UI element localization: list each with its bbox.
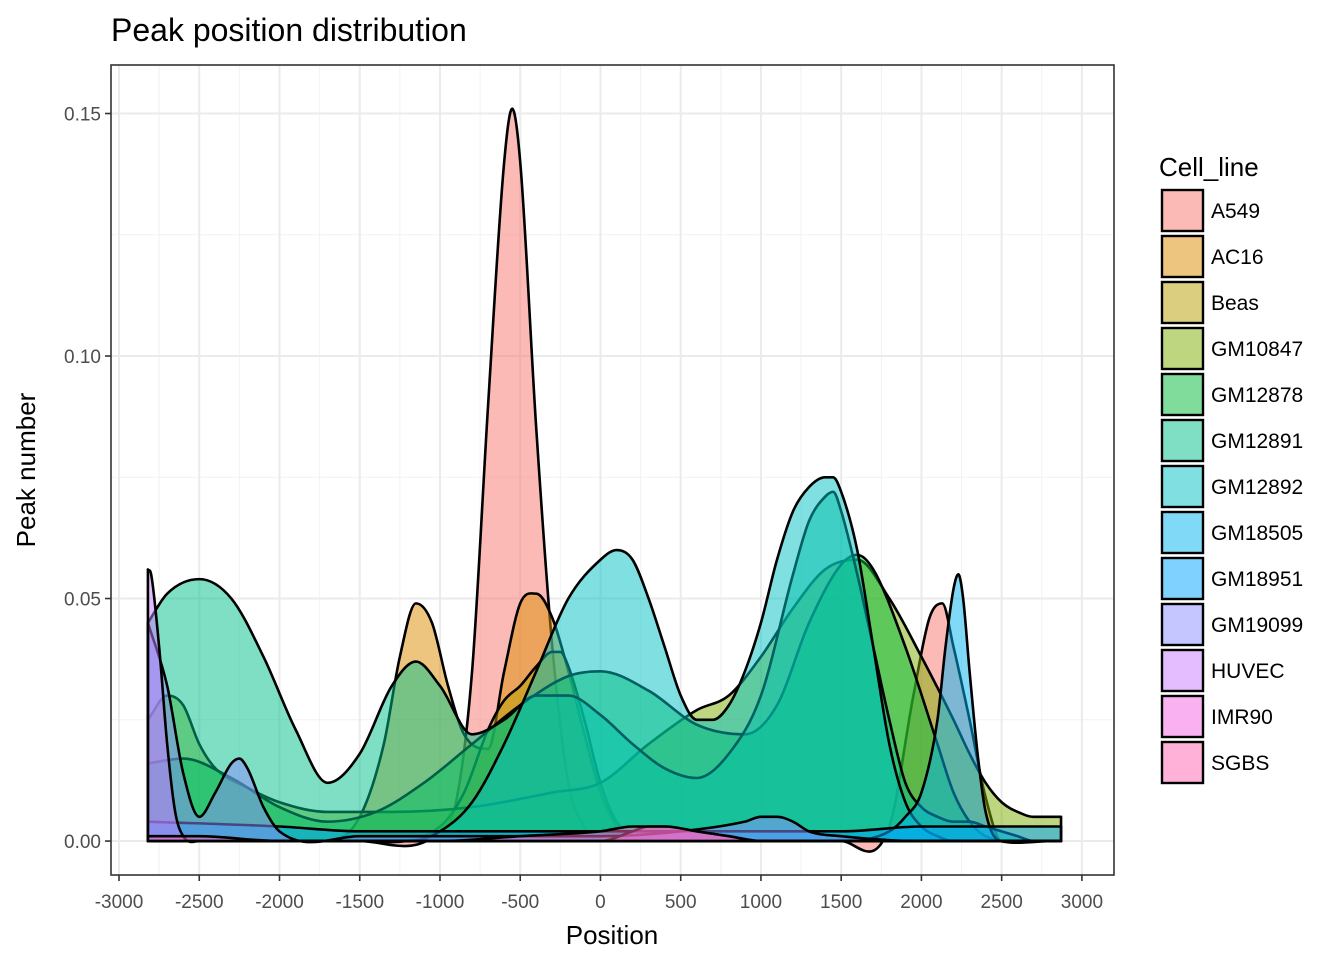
legend-key-imr90 bbox=[1160, 694, 1205, 739]
x-tick-label: 1000 bbox=[740, 892, 782, 913]
x-tick-label: -1000 bbox=[416, 892, 465, 913]
x-tick-label: 3000 bbox=[1061, 892, 1103, 913]
x-tick-label: -500 bbox=[501, 892, 539, 913]
legend-key-gm12892 bbox=[1160, 464, 1205, 509]
legend-key-beas bbox=[1160, 280, 1205, 325]
legend-label-gm10847: GM10847 bbox=[1211, 338, 1303, 361]
x-axis-title: Position bbox=[566, 920, 659, 950]
y-tick-label: 0.05 bbox=[64, 590, 101, 611]
y-axis: 0.00 0.05 0.10 0.15 bbox=[64, 105, 111, 853]
legend-key-gm18951 bbox=[1160, 556, 1205, 601]
legend-key-gm10847 bbox=[1160, 326, 1205, 371]
legend-key-ac16 bbox=[1160, 234, 1205, 279]
legend-key-a549 bbox=[1160, 188, 1205, 233]
chart-title: Peak position distribution bbox=[111, 12, 467, 48]
y-tick-label: 0.10 bbox=[64, 347, 101, 368]
legend-label-ac16: AC16 bbox=[1211, 246, 1264, 269]
density-sgbs bbox=[146, 825, 1063, 843]
legend-title: Cell_line bbox=[1159, 152, 1259, 182]
legend-key-gm12891 bbox=[1160, 418, 1205, 463]
legend: Cell_line A549 AC16 Beas GM10847 GM12878 GM12… bbox=[1159, 152, 1303, 785]
legend-label-imr90: IMR90 bbox=[1211, 706, 1273, 729]
legend-key-huvec bbox=[1160, 648, 1205, 693]
legend-label-gm18505: GM18505 bbox=[1211, 522, 1303, 545]
density-areas bbox=[146, 107, 1063, 853]
legend-key-sgbs bbox=[1160, 740, 1205, 785]
x-tick-label: -2000 bbox=[255, 892, 304, 913]
x-tick-label: -1500 bbox=[335, 892, 384, 913]
x-axis: -3000 -2500 -2000 -1500 -1000 -500 0 500 1000 150… bbox=[95, 875, 1103, 913]
legend-key-gm12878 bbox=[1160, 372, 1205, 417]
legend-label-huvec: HUVEC bbox=[1211, 660, 1285, 683]
y-tick-label: 0.00 bbox=[64, 832, 101, 853]
legend-label-gm18951: GM18951 bbox=[1211, 568, 1303, 591]
x-tick-label: 500 bbox=[665, 892, 697, 913]
y-axis-title: Peak number bbox=[11, 392, 41, 547]
x-tick-label: 2500 bbox=[981, 892, 1023, 913]
legend-key-gm19099 bbox=[1160, 602, 1205, 647]
legend-label-beas: Beas bbox=[1211, 292, 1259, 315]
legend-label-sgbs: SGBS bbox=[1211, 752, 1269, 775]
x-tick-label: 0 bbox=[595, 892, 606, 913]
panel-border bbox=[110, 64, 1115, 876]
y-tick-label: 0.15 bbox=[64, 105, 101, 126]
legend-label-gm12892: GM12892 bbox=[1211, 476, 1303, 499]
x-tick-label: -2500 bbox=[175, 892, 224, 913]
legend-label-gm12878: GM12878 bbox=[1211, 384, 1303, 407]
density-gm19099 bbox=[146, 621, 1063, 844]
x-tick-label: -3000 bbox=[95, 892, 144, 913]
legend-key-gm18505 bbox=[1160, 510, 1205, 555]
x-tick-label: 1500 bbox=[820, 892, 862, 913]
legend-label-a549: A549 bbox=[1211, 200, 1260, 223]
legend-label-gm19099: GM19099 bbox=[1211, 614, 1303, 637]
legend-label-gm12891: GM12891 bbox=[1211, 430, 1303, 453]
x-tick-label: 2000 bbox=[900, 892, 942, 913]
